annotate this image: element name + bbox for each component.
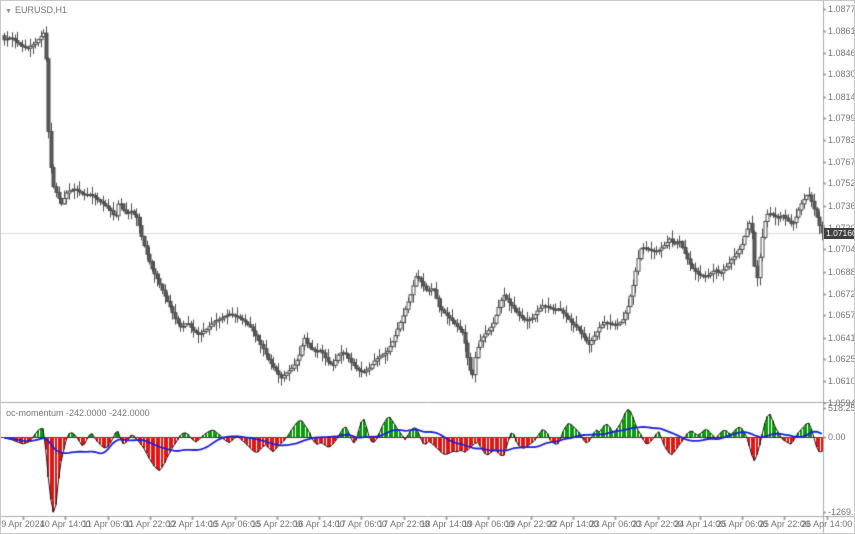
- price-axis-label: 1.08145: [828, 92, 854, 102]
- time-axis-label: 17 Apr 22:00: [378, 519, 430, 529]
- price-axis-label: 1.08615: [828, 26, 854, 36]
- indicator-axis-label: 518.25: [828, 403, 855, 413]
- time-axis-label: 19 Apr 06:00: [462, 519, 514, 529]
- symbol-timeframe-label[interactable]: ▼ EURUSD,H1: [5, 5, 67, 17]
- time-axis-label: 11 Apr 22:00: [124, 519, 176, 529]
- time-axis-label: 18 Apr 14:00: [420, 519, 472, 529]
- price-axis-label: 1.06255: [828, 354, 854, 364]
- price-axis-label: 1.06100: [828, 376, 854, 386]
- time-axis-label: 17 Apr 06:00: [335, 519, 387, 529]
- price-axis-label: 1.06725: [828, 289, 854, 299]
- price-axis-label: 1.05940: [828, 398, 854, 408]
- collapse-triangle-icon[interactable]: ▼: [5, 8, 12, 15]
- time-axis-label: 9 Apr 2024: [1, 519, 45, 529]
- price-axis-label: 1.08305: [828, 69, 854, 79]
- time-axis-label: 24 Apr 14:00: [674, 519, 726, 529]
- price-axis-label: 1.07045: [828, 244, 854, 254]
- price-axis-label: 1.06570: [828, 310, 854, 320]
- price-axis-label: 1.06410: [828, 333, 854, 343]
- price-axis-label: 1.08460: [828, 48, 854, 58]
- time-axis-label: 15 Apr 06:00: [208, 519, 261, 529]
- time-axis-label: 10 Apr 14:00: [39, 519, 91, 529]
- price-axis-label: 1.06885: [828, 267, 854, 277]
- time-axis-label: 15 Apr 22:00: [251, 519, 303, 529]
- time-axis-label: 12 Apr 14:00: [166, 519, 218, 529]
- time-axis-label: 23 Apr 22:00: [631, 519, 684, 529]
- time-axis-label: 22 Apr 14:00: [547, 519, 599, 529]
- time-axis-label: 11 Apr 06:00: [82, 519, 133, 529]
- time-axis-label: 16 Apr 14:00: [293, 519, 345, 529]
- price-axis-label: 1.07360: [828, 201, 854, 211]
- price-axis-label: 1.08775: [828, 4, 854, 14]
- symbol-timeframe-text: EURUSD,H1: [14, 5, 67, 15]
- price-axis-label: 1.07835: [828, 135, 854, 145]
- indicator-axis-label: 0.00: [828, 432, 846, 442]
- time-axis-label: 19 Apr 22:00: [505, 519, 557, 529]
- price-axis-label: 1.07990: [828, 113, 854, 123]
- price-axis-label: 1.07520: [828, 178, 854, 188]
- current-price-tag: 1.07160: [824, 228, 855, 239]
- time-axis-label: 25 Apr 06:00: [716, 519, 768, 529]
- time-axis-label: 25 Apr 22:00: [758, 519, 810, 529]
- indicator-axis-label: -1269.25: [828, 507, 854, 517]
- price-axis-label: 1.07675: [828, 157, 854, 167]
- time-axis-label: 26 Apr 14:00: [801, 519, 853, 529]
- time-axis-label: 23 Apr 06:00: [589, 519, 641, 529]
- indicator-name-label: oc-momentum -242.0000 -242.0000: [6, 408, 150, 418]
